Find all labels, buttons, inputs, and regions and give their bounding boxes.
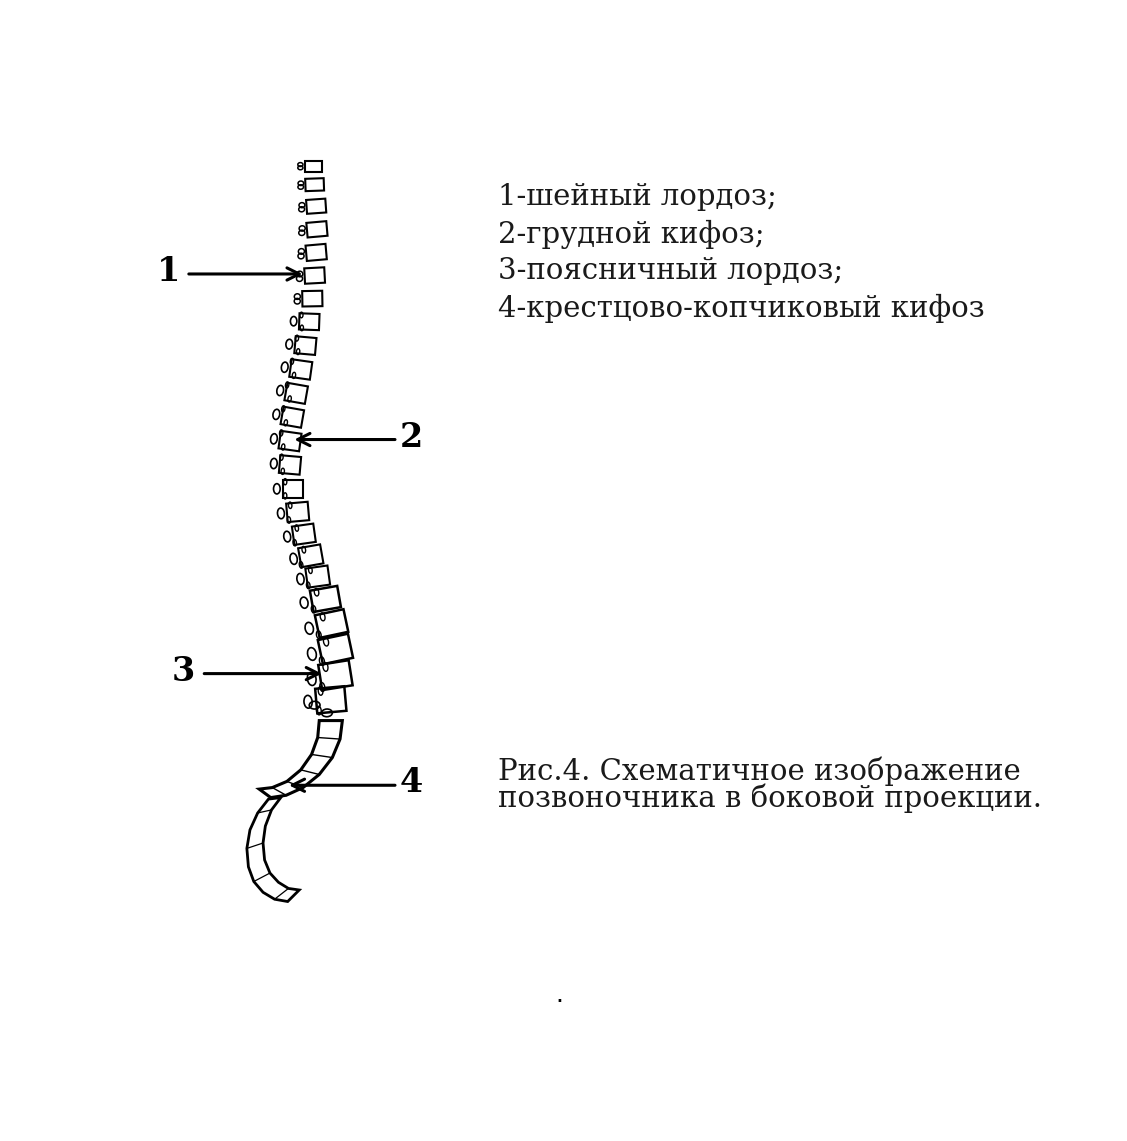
- Text: .: .: [556, 984, 564, 1008]
- Text: 1-шейный лордоз;: 1-шейный лордоз;: [498, 183, 777, 211]
- Text: 4-крестцово-копчиковый кифоз: 4-крестцово-копчиковый кифоз: [498, 294, 985, 323]
- Text: 1: 1: [157, 256, 180, 289]
- Text: 4: 4: [399, 767, 423, 800]
- Text: 2: 2: [399, 421, 423, 454]
- Text: Рис.4. Схематичное изображение: Рис.4. Схематичное изображение: [498, 756, 1021, 786]
- Text: 3: 3: [172, 655, 195, 688]
- Text: позвоночника в боковой проекции.: позвоночника в боковой проекции.: [498, 784, 1041, 814]
- Text: 2-грудной кифоз;: 2-грудной кифоз;: [498, 220, 764, 249]
- Text: 3-поясничный лордоз;: 3-поясничный лордоз;: [498, 257, 843, 285]
